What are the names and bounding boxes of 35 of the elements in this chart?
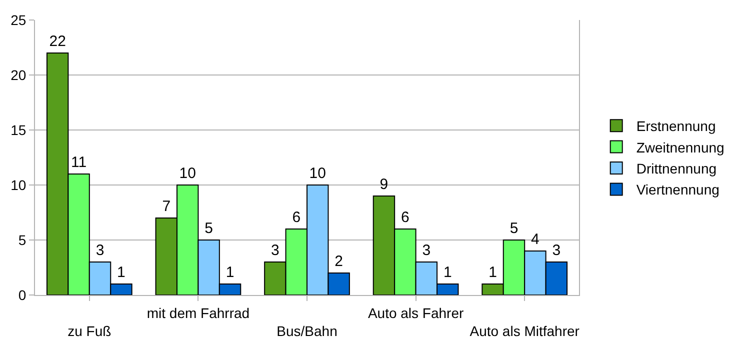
data-label: 10 <box>309 165 326 182</box>
x-tick-label: Auto als Mitfahrer <box>470 323 580 339</box>
y-tick-label: 15 <box>10 122 26 138</box>
data-label: 7 <box>162 198 171 215</box>
legend-label: Zweitnennung <box>636 139 724 156</box>
x-tick-label: Auto als Fahrer <box>368 304 464 321</box>
data-label: 3 <box>552 242 561 259</box>
data-label: 2 <box>334 253 343 270</box>
y-tick-label: 5 <box>18 232 26 248</box>
data-label: 3 <box>422 242 431 259</box>
data-label: 1 <box>117 264 126 281</box>
data-label: 6 <box>401 209 410 226</box>
y-tick-label: 10 <box>10 176 26 193</box>
y-tick-label: 0 <box>18 286 26 303</box>
data-label: 3 <box>271 242 280 259</box>
y-tick-label: 20 <box>10 66 26 83</box>
data-label: 6 <box>292 209 301 226</box>
data-label: 22 <box>49 33 66 50</box>
data-label: 1 <box>488 264 497 281</box>
legend-label: Drittnennung <box>636 160 717 176</box>
legend-label: Erstnennung <box>636 118 716 134</box>
data-label: 9 <box>380 176 388 193</box>
data-label: 5 <box>204 220 213 237</box>
legend-label: Viertnennung <box>636 182 720 198</box>
x-tick-label: Bus/Bahn <box>276 323 338 339</box>
data-label: 1 <box>226 264 234 281</box>
data-label: 3 <box>96 242 104 259</box>
data-label: 11 <box>71 154 87 171</box>
data-label: 4 <box>531 231 540 248</box>
x-tick-label: zu Fuß <box>68 323 112 339</box>
x-tick-label: mit dem Fahrrad <box>146 304 250 321</box>
data-label: 10 <box>179 165 196 182</box>
y-tick-label: 25 <box>10 12 26 28</box>
data-label: 1 <box>443 264 452 281</box>
data-label: 5 <box>510 220 518 237</box>
